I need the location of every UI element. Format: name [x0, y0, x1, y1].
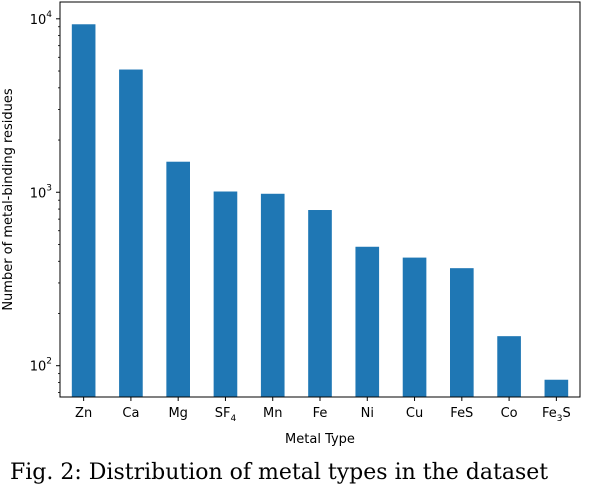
figure-caption: Fig. 2: Distribution of metal types in t…: [10, 460, 549, 485]
bar: [450, 268, 474, 397]
x-tick-label: Fe: [313, 406, 328, 421]
bar: [544, 379, 569, 397]
x-tick-label: Cu: [406, 406, 423, 421]
bar: [213, 191, 238, 397]
bar: [166, 161, 190, 397]
x-axis: Zn Ca Mg SF4 Mn Fe Ni Cu FeS Co Fe3S: [75, 397, 571, 424]
bar-chart: 102 103 104 Zn Ca Mg SF4 Mn Fe Ni Cu FeS Co Fe3S Met…: [1, 1, 581, 447]
bar: [308, 210, 332, 397]
bar: [71, 24, 96, 398]
x-tick-label: Mg: [168, 406, 187, 421]
x-tick-label: Zn: [75, 406, 92, 421]
y-axis-label: Number of metal-binding residues: [1, 88, 16, 311]
x-tick-label: Mn: [263, 406, 282, 421]
x-tick-label: Ca: [122, 406, 139, 421]
bar: [355, 246, 380, 397]
x-tick-label: Fe3S: [542, 406, 571, 424]
x-tick-label: SF4: [215, 406, 237, 424]
bar: [497, 336, 521, 397]
bar: [260, 193, 285, 397]
bar: [402, 257, 427, 397]
y-tick-label: 102: [30, 357, 52, 375]
x-tick-label: FeS: [450, 406, 473, 421]
x-tick-label: Ni: [361, 406, 374, 421]
bars: [71, 24, 569, 398]
x-tick-label: Co: [501, 406, 518, 421]
y-tick-label: 103: [30, 183, 52, 201]
x-axis-label: Metal Type: [285, 432, 355, 447]
y-axis: 102 103 104: [30, 10, 60, 393]
plot-frame: [59, 1, 581, 398]
y-tick-label: 104: [30, 10, 53, 28]
bar: [119, 69, 143, 398]
